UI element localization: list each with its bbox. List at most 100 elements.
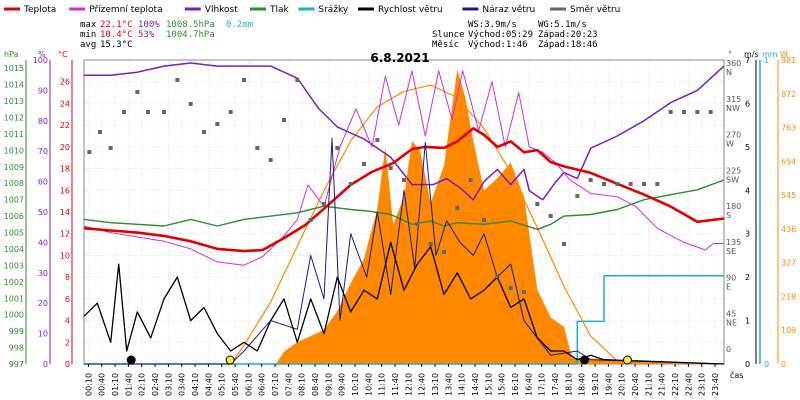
- x-tick-label: 12:40: [418, 373, 427, 396]
- stat-min-press: 1004.7hPa: [166, 30, 215, 40]
- c-tick: 6: [65, 295, 70, 304]
- direction-tick: 270: [726, 131, 741, 140]
- wind-direction-point: [308, 218, 313, 222]
- wind-direction-point: [668, 110, 673, 114]
- x-tick-label: 03:40: [178, 373, 187, 396]
- wind-direction-point: [162, 110, 166, 114]
- pct-tick: 50: [38, 208, 48, 217]
- stat-min-hum: 53%: [138, 30, 155, 40]
- wind-direction-point: [642, 182, 646, 186]
- wind-direction-point: [548, 214, 553, 218]
- stat-max-rain: 0.2mm: [226, 20, 253, 30]
- wind-direction-point: [415, 222, 420, 226]
- c-tick: 4: [65, 317, 70, 326]
- x-tick-label: 15:10: [484, 373, 493, 396]
- hpa-unit-label: hPa: [4, 50, 19, 59]
- wind-direction-point: [322, 202, 326, 206]
- wind-direction-point: [522, 290, 526, 294]
- stat-max-label: max: [80, 20, 97, 30]
- wind-direction-point: [255, 146, 260, 150]
- x-tick-label: 05:40: [231, 373, 240, 396]
- direction-tick: 135: [726, 238, 741, 247]
- ground-temp-line: [83, 70, 724, 266]
- w-tick: 327: [781, 259, 796, 268]
- hpa-tick: 1004: [4, 245, 24, 254]
- x-tick-label: 00:10: [84, 373, 93, 396]
- wind-direction-point: [87, 150, 92, 154]
- legend-label: Teplota: [23, 5, 56, 15]
- c-tick: 10: [60, 251, 70, 260]
- wind-direction-point: [108, 146, 113, 150]
- w-tick: 981: [781, 56, 796, 65]
- wind-direction-point: [282, 118, 286, 122]
- ms-tick: 0: [745, 360, 750, 369]
- c-tick: 18: [60, 165, 70, 174]
- wind-direction-point: [228, 110, 233, 114]
- wind-direction-point: [695, 110, 700, 114]
- wind-direction-point: [175, 78, 180, 82]
- wind-direction-point: [402, 178, 406, 182]
- hpa-tick: 1002: [4, 278, 24, 287]
- direction-tick: 45: [726, 309, 736, 318]
- stat-max-temp: 22.1°C: [100, 20, 133, 30]
- direction-tick: 90: [726, 274, 736, 283]
- x-tick-label: 00:40: [98, 373, 107, 396]
- x-tick-label: 20:40: [631, 373, 640, 396]
- moonset-marker: [580, 355, 590, 365]
- hpa-tick: 1003: [4, 261, 24, 270]
- humidity-line: [84, 62, 725, 201]
- moonrise-marker: [126, 355, 136, 365]
- wind-direction-point: [135, 90, 140, 94]
- w-tick: 0: [781, 360, 786, 369]
- x-tick-label: 02:10: [138, 373, 147, 396]
- stat-sun-rise: Východ:05:29: [468, 30, 533, 40]
- x-tick-label: 11:40: [391, 373, 400, 396]
- hpa-tick: 1006: [4, 212, 24, 221]
- sunset-marker: [622, 355, 632, 365]
- x-tick-label: 01:40: [124, 373, 133, 396]
- wind-direction-point: [375, 138, 380, 142]
- direction-tick: 360: [726, 59, 741, 68]
- stats-panel: max 22.1°C 100% 1008.5hPa 0.2mm min 10.4°C 53% 1…: [80, 20, 598, 50]
- wind-direction-point: [268, 158, 273, 162]
- x-tick-label: 19:10: [591, 373, 600, 396]
- legend: Teplota Přízemní teplota Vlhkost Tlak Srážky…: [4, 5, 620, 15]
- x-tick-label: 21:40: [658, 373, 667, 396]
- c-tick: 26: [60, 78, 70, 87]
- wind-direction-point: [682, 110, 686, 114]
- sun-moon-markers: [126, 355, 632, 365]
- hpa-tick: 1005: [4, 229, 24, 238]
- wind-direction-points: [87, 78, 713, 294]
- hpa-tick: 999: [9, 327, 24, 336]
- pct-tick: 40: [38, 238, 48, 247]
- x-tick-label: 13:40: [444, 373, 453, 396]
- direction-tick: NE: [726, 318, 737, 327]
- direction-tick: 0: [726, 345, 731, 354]
- wind-direction-point: [348, 182, 353, 186]
- hpa-tick: 1007: [4, 196, 24, 205]
- w-tick: 654: [781, 157, 796, 166]
- pct-tick: 90: [38, 86, 48, 95]
- c-tick: 2: [65, 338, 70, 347]
- x-tick-label: 10:40: [364, 373, 373, 396]
- wind-direction-point: [442, 250, 446, 254]
- ms-tick: 1: [745, 317, 750, 326]
- c-tick: 20: [60, 143, 70, 152]
- pct-unit-label: %: [38, 50, 46, 59]
- stat-sun-set: Západ:20:23: [538, 30, 598, 40]
- direction-tick: W: [726, 140, 734, 149]
- temperature-line: [83, 127, 725, 253]
- wind-direction-point: [562, 242, 566, 246]
- hpa-tick: 1011: [4, 130, 24, 139]
- pct-tick: 30: [38, 269, 48, 278]
- x-tick-label: 12:10: [404, 373, 413, 396]
- x-tick-label: 05:10: [218, 373, 227, 396]
- stat-max-press: 1008.5hPa: [166, 20, 215, 30]
- hpa-tick: 998: [9, 344, 24, 353]
- hpa-tick: 1000: [4, 311, 24, 320]
- w-tick: 109: [781, 326, 796, 335]
- wind-direction-point: [98, 130, 102, 134]
- wind-direction-point: [495, 274, 500, 278]
- x-tick-label: 07:10: [271, 373, 280, 396]
